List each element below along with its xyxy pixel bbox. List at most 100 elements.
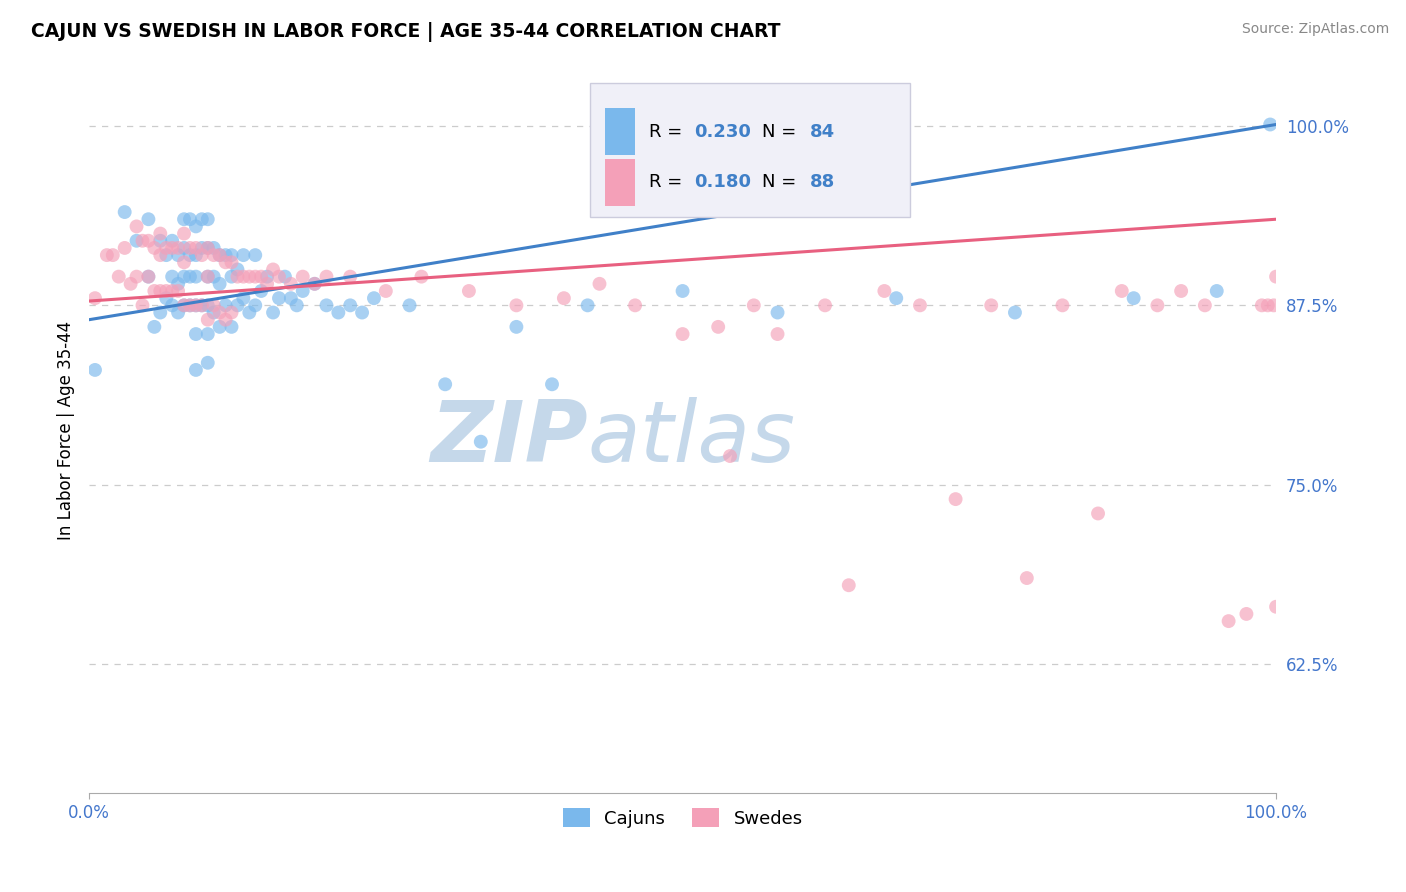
Point	[173, 269, 195, 284]
Point	[138, 234, 160, 248]
Point	[197, 241, 219, 255]
Text: R =: R =	[650, 122, 689, 141]
Point	[208, 305, 231, 319]
Point	[411, 269, 433, 284]
Point	[742, 298, 765, 312]
Point	[208, 319, 231, 334]
Point	[120, 277, 142, 291]
Point	[232, 269, 254, 284]
Point	[184, 363, 207, 377]
Point	[155, 241, 177, 255]
Point	[1170, 284, 1192, 298]
Point	[114, 241, 136, 255]
Point	[221, 269, 243, 284]
Legend: Cajuns, Swedes: Cajuns, Swedes	[555, 801, 810, 835]
Point	[173, 227, 195, 241]
Point	[398, 298, 420, 312]
Point	[226, 269, 249, 284]
Point	[155, 284, 177, 298]
Point	[197, 241, 219, 255]
Point	[167, 248, 190, 262]
Point	[262, 262, 284, 277]
Point	[553, 291, 575, 305]
Point	[208, 248, 231, 262]
Point	[155, 248, 177, 262]
Point	[167, 241, 190, 255]
Text: atlas: atlas	[588, 397, 796, 480]
Point	[328, 305, 350, 319]
Point	[173, 241, 195, 255]
Point	[1218, 614, 1240, 628]
FancyBboxPatch shape	[606, 159, 636, 206]
Point	[221, 305, 243, 319]
Point	[202, 241, 225, 255]
Point	[179, 248, 201, 262]
Point	[143, 284, 166, 298]
Point	[238, 269, 260, 284]
Point	[250, 269, 273, 284]
Text: 0.180: 0.180	[695, 173, 751, 191]
Point	[1205, 284, 1227, 298]
Point	[221, 319, 243, 334]
Text: 84: 84	[810, 122, 835, 141]
Point	[221, 248, 243, 262]
Point	[138, 269, 160, 284]
Point	[197, 326, 219, 341]
Point	[304, 277, 326, 291]
Point	[84, 363, 107, 377]
Point	[1257, 298, 1279, 312]
Point	[197, 212, 219, 227]
Point	[1087, 507, 1109, 521]
FancyBboxPatch shape	[591, 83, 911, 217]
Point	[304, 277, 326, 291]
Point	[505, 298, 527, 312]
Point	[1236, 607, 1258, 621]
Point	[245, 269, 267, 284]
Point	[262, 305, 284, 319]
Point	[167, 305, 190, 319]
Point	[267, 269, 290, 284]
Point	[191, 248, 214, 262]
Point	[131, 234, 153, 248]
Point	[179, 298, 201, 312]
Point	[814, 298, 837, 312]
Point	[179, 241, 201, 255]
Point	[671, 284, 693, 298]
Point	[352, 305, 374, 319]
Text: N =: N =	[762, 173, 801, 191]
Point	[143, 319, 166, 334]
Point	[363, 291, 385, 305]
Point	[173, 212, 195, 227]
Point	[280, 277, 302, 291]
Point	[458, 284, 481, 298]
Point	[155, 291, 177, 305]
Text: 0.230: 0.230	[695, 122, 751, 141]
Point	[470, 434, 492, 449]
Point	[250, 284, 273, 298]
Point	[160, 241, 183, 255]
Point	[245, 248, 267, 262]
Point	[149, 284, 172, 298]
Text: ZIP: ZIP	[430, 397, 588, 480]
Y-axis label: In Labor Force | Age 35-44: In Labor Force | Age 35-44	[58, 321, 75, 541]
Point	[374, 284, 396, 298]
Point	[221, 255, 243, 269]
Point	[505, 319, 527, 334]
Point	[214, 255, 236, 269]
Point	[114, 205, 136, 219]
Point	[197, 356, 219, 370]
Point	[167, 277, 190, 291]
Point	[671, 326, 693, 341]
Point	[238, 305, 260, 319]
Point	[1146, 298, 1168, 312]
Point	[707, 319, 730, 334]
Point	[160, 234, 183, 248]
Point	[1258, 118, 1281, 132]
Point	[184, 248, 207, 262]
Point	[167, 284, 190, 298]
Point	[226, 298, 249, 312]
Point	[980, 298, 1002, 312]
Point	[184, 298, 207, 312]
Point	[197, 269, 219, 284]
Point	[267, 291, 290, 305]
